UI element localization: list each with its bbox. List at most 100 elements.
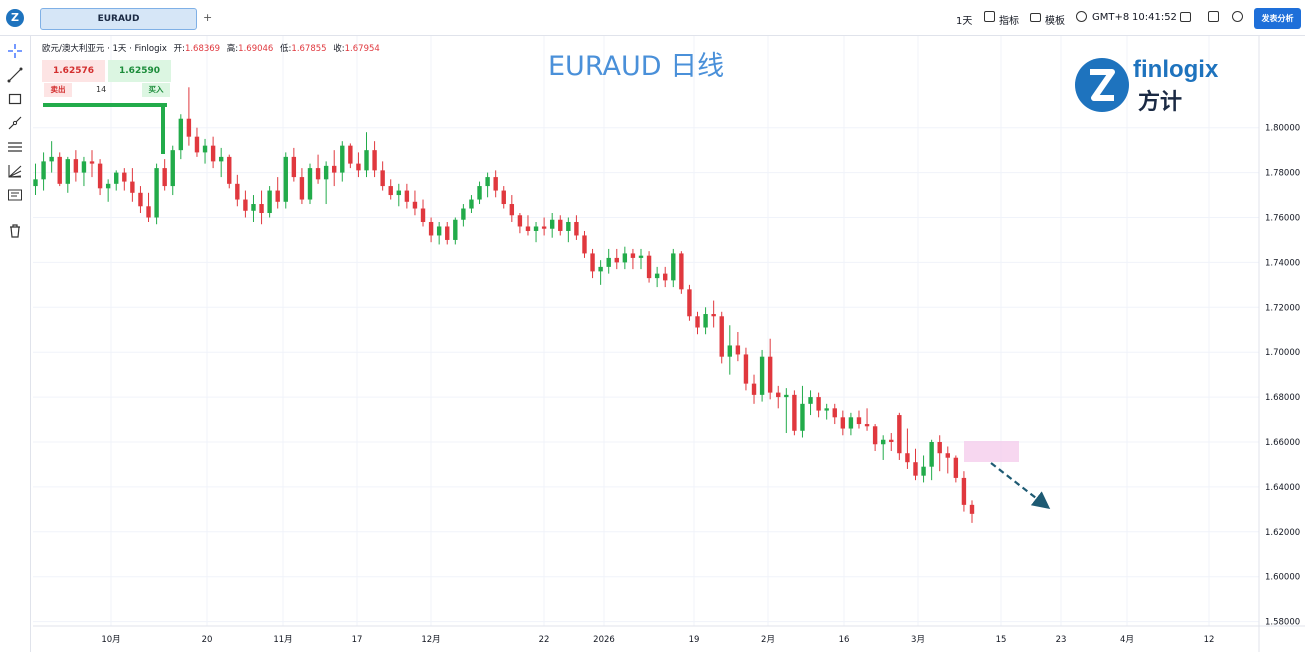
candle-up xyxy=(251,204,256,211)
spread-value: 14 xyxy=(96,85,107,94)
candle-up xyxy=(784,394,789,398)
time-axis-label: 20 xyxy=(202,635,213,645)
price-axis-label: 1.80000 xyxy=(1265,124,1300,134)
timezone-button[interactable]: GMT+8 xyxy=(1092,12,1130,23)
candle-down xyxy=(816,397,821,411)
candle-up xyxy=(33,179,38,187)
top-toolbar: Z EURAUD + 1天 指标 模板 GMT+8 10:41:52 发表分析 xyxy=(0,0,1305,36)
candle-down xyxy=(913,462,918,476)
target-zone-rect xyxy=(964,441,1019,462)
globe-icon[interactable] xyxy=(1076,11,1087,22)
candle-up xyxy=(598,266,603,272)
candle-down xyxy=(493,177,498,191)
candle-up xyxy=(267,190,272,214)
candle-up xyxy=(485,177,490,187)
candle-down xyxy=(905,453,910,463)
publish-analysis-button[interactable]: 发表分析 xyxy=(1254,8,1301,29)
candle-down xyxy=(388,186,393,196)
candle-down xyxy=(832,408,837,418)
candle-down xyxy=(889,439,894,442)
candle-up xyxy=(469,199,474,209)
candle-up xyxy=(824,408,829,411)
buy-label[interactable]: 买入 xyxy=(142,83,170,97)
interval-selector[interactable]: 1天 xyxy=(956,16,973,27)
candle-down xyxy=(445,226,450,240)
candle-down xyxy=(937,442,942,454)
candle-up xyxy=(622,253,628,263)
sell-label[interactable]: 卖出 xyxy=(44,83,72,97)
candle-down xyxy=(348,145,353,164)
candle-up xyxy=(671,253,676,281)
candle-down xyxy=(541,226,547,229)
crosshair-icon[interactable] xyxy=(7,43,23,59)
rectangle-icon[interactable] xyxy=(7,91,23,107)
price-axis-label: 1.66000 xyxy=(1265,438,1300,448)
candle-down xyxy=(525,226,531,231)
time-axis-label: 3月 xyxy=(911,635,925,645)
brand-name: finlogix xyxy=(1133,56,1219,83)
candle-down xyxy=(711,314,716,317)
candle-up xyxy=(759,356,765,395)
camera-icon[interactable] xyxy=(1180,12,1191,22)
candle-down xyxy=(210,145,216,162)
candle-down xyxy=(97,163,103,189)
time-axis-label: 17 xyxy=(352,635,363,645)
legend-close-value: 1.67954 xyxy=(344,44,380,54)
legend-close-label: 收: xyxy=(333,44,345,54)
candle-down xyxy=(961,477,967,505)
price-chart[interactable]: 10月 20 11月 17 12月 22 2026 19 2月 16 3月 15 23 4月 12 1.800… xyxy=(33,36,1305,652)
candle-up xyxy=(323,165,329,180)
candle-down xyxy=(695,316,700,328)
ohlc-legend: 欧元/澳大利亚元 · 1天 · Finlogix 开:1.68369 高:1.6… xyxy=(42,42,380,54)
symbol-tab[interactable]: EURAUD xyxy=(40,8,197,30)
layout-icon[interactable] xyxy=(1208,11,1219,22)
candle-down xyxy=(275,190,280,202)
price-axis-label: 1.58000 xyxy=(1265,618,1300,628)
time-axis-label: 4月 xyxy=(1120,635,1134,645)
legend-low-value: 1.67855 xyxy=(291,44,327,54)
candle-up xyxy=(154,168,159,218)
gann-fan-icon[interactable] xyxy=(7,163,23,179)
candle-up xyxy=(808,397,813,404)
candle-up xyxy=(880,439,886,445)
candle-up xyxy=(800,403,805,431)
candle-up xyxy=(41,161,46,180)
fib-icon[interactable] xyxy=(7,139,23,155)
candle-up xyxy=(307,168,313,200)
candle-down xyxy=(864,424,870,427)
candle-down xyxy=(420,208,426,222)
finlogix-logo xyxy=(1075,58,1129,112)
templates-icon[interactable] xyxy=(1030,13,1041,22)
brush-icon[interactable] xyxy=(7,115,23,131)
candle-down xyxy=(735,345,741,355)
candle-down xyxy=(630,253,636,258)
templates-button[interactable]: 模板 xyxy=(1045,16,1065,27)
candle-up xyxy=(921,466,926,476)
trendline-icon[interactable] xyxy=(7,67,23,83)
candle-down xyxy=(509,204,515,216)
candle-up xyxy=(170,150,175,187)
candle-down xyxy=(840,417,846,429)
sell-price-button[interactable]: 1.62576 xyxy=(42,60,105,82)
price-axis-label: 1.62000 xyxy=(1265,528,1300,538)
time-axis-label: 19 xyxy=(689,635,700,645)
candle-down xyxy=(235,183,240,200)
time-axis-label: 22 xyxy=(539,635,550,645)
price-axis-label: 1.74000 xyxy=(1265,258,1300,268)
candle-down xyxy=(372,150,377,171)
settings-gear-icon[interactable] xyxy=(1232,11,1243,22)
text-note-icon[interactable] xyxy=(7,187,23,203)
add-tab-button[interactable]: + xyxy=(203,11,213,24)
trash-icon[interactable] xyxy=(7,223,23,239)
app-logo-icon[interactable]: Z xyxy=(6,9,24,27)
indicators-button[interactable]: 指标 xyxy=(999,16,1019,27)
chart-background xyxy=(33,36,1305,652)
candle-down xyxy=(57,156,62,184)
indicators-icon[interactable] xyxy=(984,11,995,22)
candle-down xyxy=(776,392,781,398)
candle-down xyxy=(138,192,143,207)
price-axis-label: 1.70000 xyxy=(1265,348,1300,358)
buy-price-button[interactable]: 1.62590 xyxy=(108,60,171,82)
legend-high-value: 1.69046 xyxy=(238,44,274,54)
candle-up xyxy=(703,314,708,328)
